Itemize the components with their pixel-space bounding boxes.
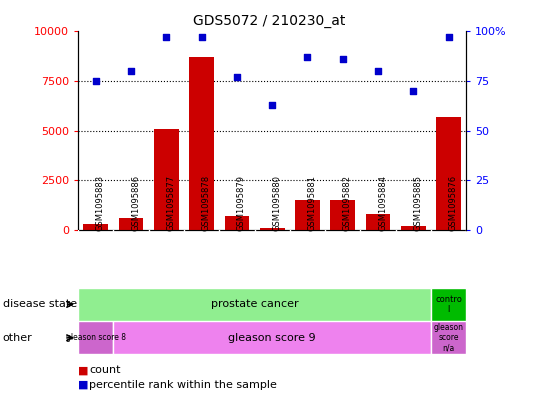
Point	[127, 68, 135, 74]
Point	[338, 56, 347, 62]
Text: gleason
score
n/a: gleason score n/a	[433, 323, 464, 353]
Text: GSM1095876: GSM1095876	[448, 175, 458, 231]
Text: other: other	[3, 333, 32, 343]
Bar	[431, 321, 466, 354]
Bar	[365, 214, 390, 230]
Text: GSM1095879: GSM1095879	[237, 175, 246, 231]
Point	[197, 34, 206, 40]
Text: prostate cancer: prostate cancer	[211, 299, 299, 309]
Text: ■: ■	[78, 380, 89, 390]
Bar	[119, 218, 143, 230]
Point	[374, 68, 382, 74]
Text: GSM1095884: GSM1095884	[378, 175, 387, 231]
Point	[162, 34, 171, 40]
Text: disease state: disease state	[3, 299, 77, 309]
Bar	[401, 226, 426, 230]
Text: GSM1095881: GSM1095881	[307, 175, 316, 231]
Text: GSM1095883: GSM1095883	[96, 175, 105, 231]
Text: percentile rank within the sample: percentile rank within the sample	[89, 380, 277, 390]
Point	[233, 74, 241, 80]
Bar	[225, 216, 249, 230]
Point	[303, 54, 312, 61]
Bar	[295, 200, 320, 230]
Text: count: count	[89, 365, 120, 375]
Text: GDS5072 / 210230_at: GDS5072 / 210230_at	[194, 14, 345, 28]
Point	[409, 88, 418, 94]
Bar	[84, 224, 108, 230]
Point	[92, 78, 100, 84]
Text: GSM1095878: GSM1095878	[202, 175, 211, 231]
Text: ■: ■	[78, 365, 89, 375]
Point	[268, 102, 277, 108]
Text: GSM1095885: GSM1095885	[413, 175, 423, 231]
Bar	[260, 228, 285, 230]
Text: gleason score 8: gleason score 8	[66, 333, 126, 342]
Bar	[431, 288, 466, 321]
Text: GSM1095886: GSM1095886	[131, 175, 140, 231]
Point	[444, 34, 453, 40]
Bar	[113, 321, 431, 354]
Bar	[154, 129, 179, 230]
Text: contro
l: contro l	[435, 295, 462, 314]
Text: GSM1095877: GSM1095877	[167, 175, 175, 231]
Text: GSM1095880: GSM1095880	[272, 175, 281, 231]
Text: GSM1095882: GSM1095882	[343, 175, 352, 231]
Text: gleason score 9: gleason score 9	[229, 333, 316, 343]
Bar	[189, 57, 214, 230]
Bar	[78, 321, 113, 354]
Bar	[330, 200, 355, 230]
Bar	[436, 117, 461, 230]
